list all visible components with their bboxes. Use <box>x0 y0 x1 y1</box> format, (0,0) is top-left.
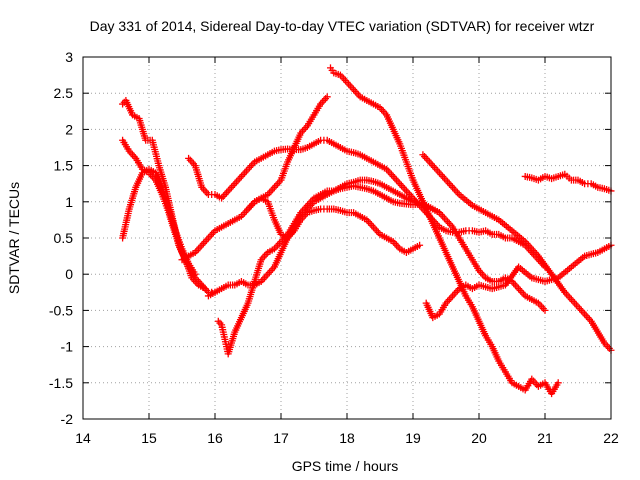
y-tick-label: 2.5 <box>54 85 74 101</box>
grid <box>83 57 611 419</box>
y-tick-label: 0.5 <box>54 230 74 246</box>
series-markers <box>327 64 562 398</box>
y-tick-label: 2 <box>65 121 73 137</box>
x-tick-label: 17 <box>273 430 289 446</box>
series-markers <box>521 170 615 195</box>
series-trace-11 <box>422 241 615 322</box>
series-markers <box>422 241 615 322</box>
x-axis-label: GPS time / hours <box>292 458 399 474</box>
y-axis-label: SDTVAR / TECUs <box>6 182 22 294</box>
x-tick-label: 18 <box>339 430 355 446</box>
chart-title: Day 331 of 2014, Sidereal Day-to-day VTE… <box>90 18 595 34</box>
series-trace-12 <box>521 170 615 195</box>
x-tick-label: 16 <box>207 430 223 446</box>
y-tick-label: -1 <box>61 339 74 355</box>
series-trace-9 <box>327 64 562 398</box>
y-tick-label: -2 <box>61 411 74 427</box>
y-tick-label: 3 <box>65 49 73 65</box>
x-tick-label: 14 <box>75 430 91 446</box>
y-tick-label: 0 <box>65 266 73 282</box>
y-tick-label: -1.5 <box>49 375 73 391</box>
x-tick-label: 15 <box>141 430 157 446</box>
x-tick-label: 21 <box>537 430 553 446</box>
y-tick-label: 1.5 <box>54 158 74 174</box>
series-markers <box>244 194 424 256</box>
series-trace-8 <box>244 194 424 256</box>
data-points <box>119 64 615 398</box>
y-tick-label: 1 <box>65 194 73 210</box>
axes: 14 15 16 17 18 19 20 21 22 -2 -1.5 -1 -0.5 0 0.5 1 1.5 2 2… <box>49 49 619 446</box>
x-tick-label: 22 <box>603 430 619 446</box>
y-tick-label: -0.5 <box>49 302 73 318</box>
plot-frame <box>82 56 612 420</box>
x-tick-label: 20 <box>471 430 487 446</box>
x-tick-label: 19 <box>405 430 421 446</box>
